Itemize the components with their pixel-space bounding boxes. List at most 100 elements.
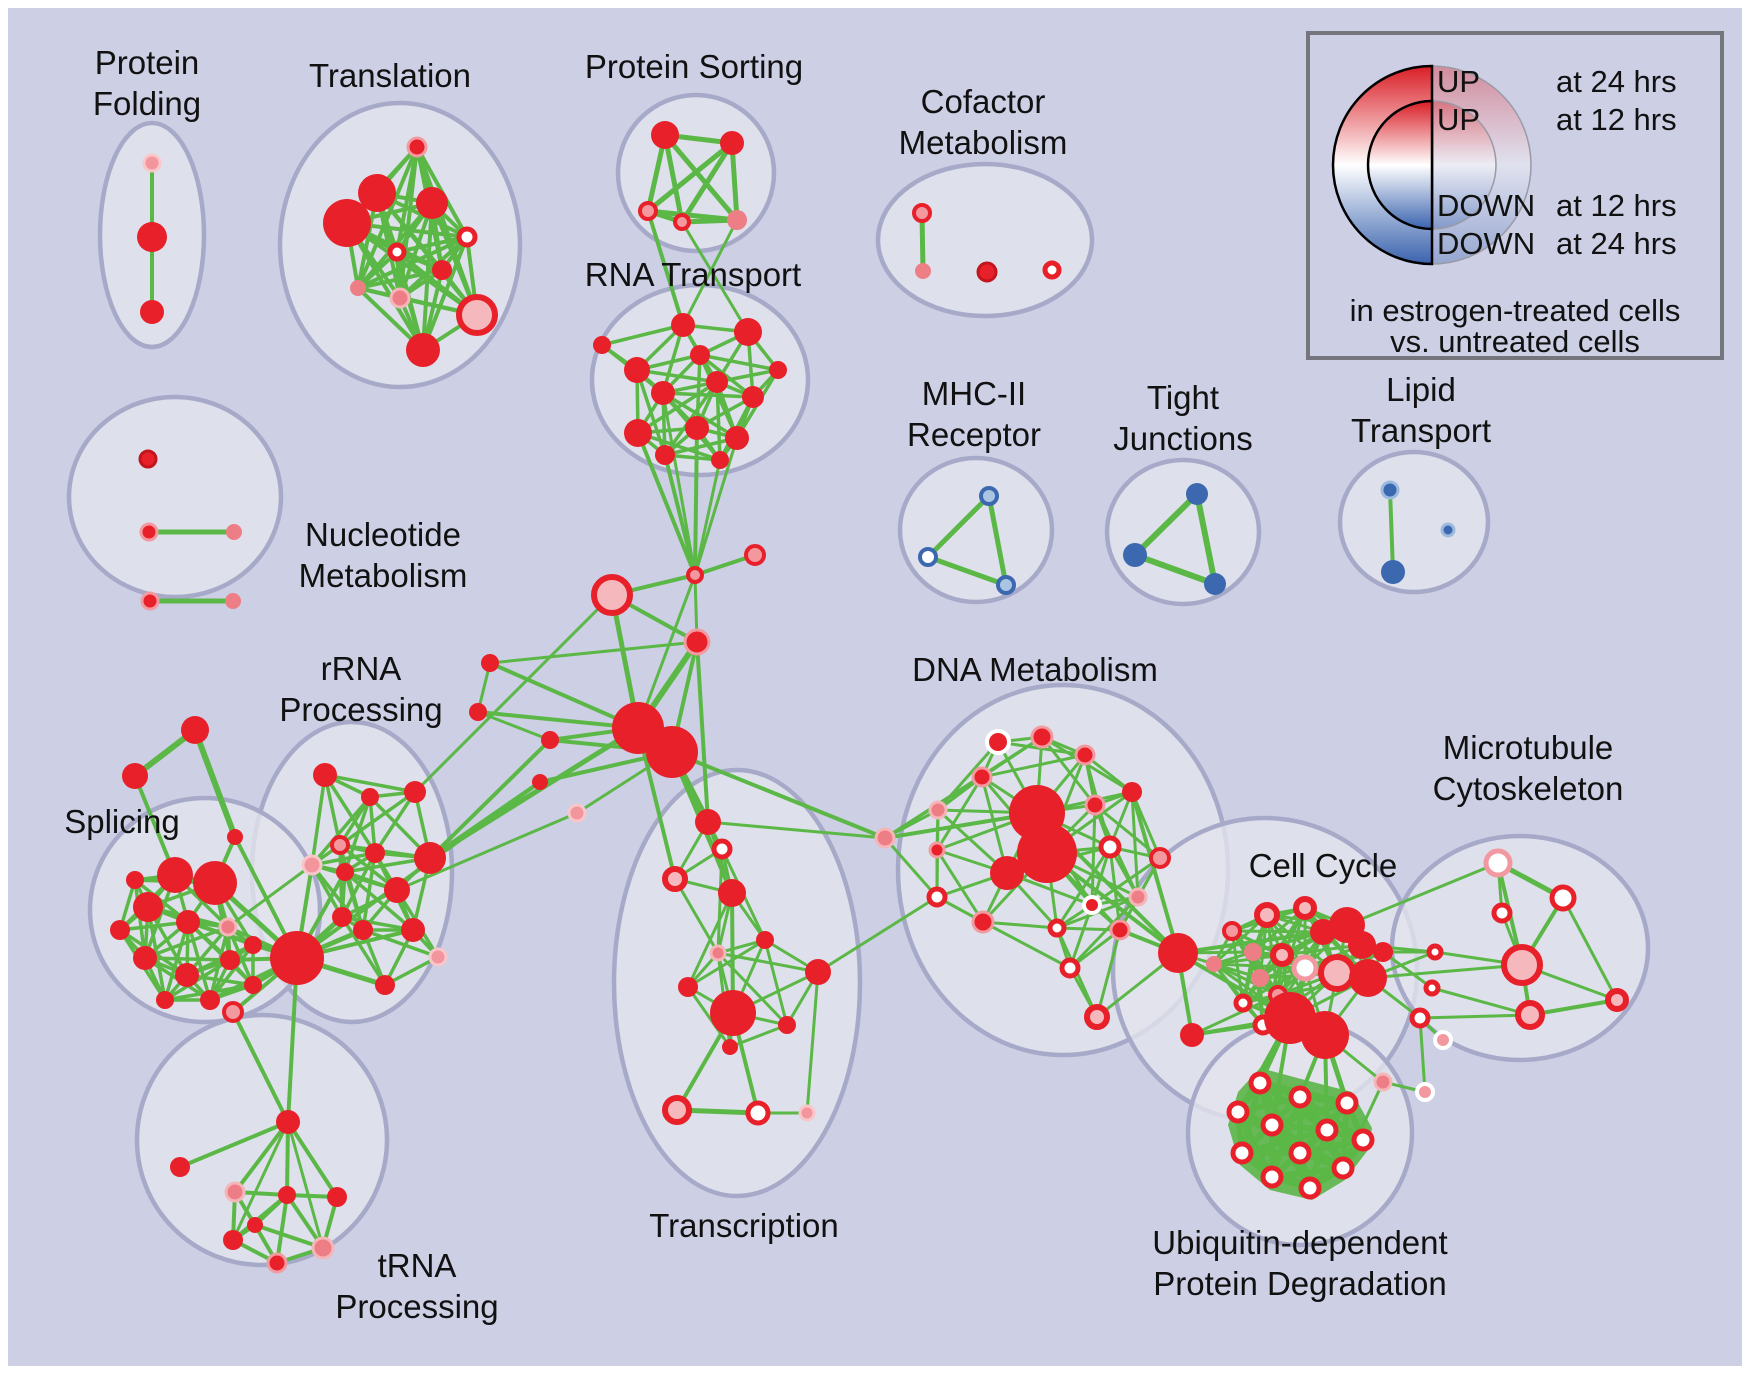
network-node <box>140 591 160 611</box>
network-node <box>918 547 938 567</box>
network-edge <box>1132 552 1218 587</box>
network-node <box>350 280 366 296</box>
network-edge <box>285 1120 290 1197</box>
network-node <box>1047 918 1067 938</box>
network-node <box>1158 933 1198 973</box>
network-node <box>1501 944 1543 986</box>
network-edge <box>231 1120 290 1242</box>
network-node <box>1605 988 1629 1012</box>
network-edge <box>1040 735 1097 807</box>
network-node <box>353 920 373 940</box>
legend-icon-inner-left-half <box>1366 99 1434 231</box>
network-edge <box>488 661 640 730</box>
network-node <box>1260 1165 1284 1189</box>
legend-note-line: in estrogen-treated cells <box>1350 293 1681 328</box>
network-edge <box>1130 790 1180 955</box>
network-edge <box>253 1223 325 1250</box>
network-node <box>1433 1030 1453 1050</box>
network-node <box>244 976 262 994</box>
network-edge <box>661 391 697 577</box>
network-edge <box>1230 929 1280 997</box>
legend-layer: UP at 24 hrs UP at 12 hrs DOWN at 12 hrs DOWN a… <box>1306 31 1724 360</box>
network-node <box>778 1016 796 1034</box>
network-node <box>1426 943 1444 961</box>
network-node <box>1415 1082 1435 1102</box>
network-edge <box>981 920 1072 970</box>
network-node <box>404 781 426 803</box>
network-edge <box>356 268 444 290</box>
network-node <box>313 763 337 787</box>
network-node <box>327 1187 347 1207</box>
network-node <box>1373 942 1393 962</box>
network-node <box>1017 823 1077 883</box>
cluster-label-mhc-ii-receptor: MHC-II Receptor <box>907 375 1041 453</box>
network-edge <box>421 235 469 352</box>
network-edge <box>693 426 699 577</box>
network-node <box>414 842 446 874</box>
cluster-label-line: Lipid <box>1386 371 1456 408</box>
cluster-label-translation: Translation <box>309 57 471 94</box>
legend-time-label: at 24 hrs <box>1556 226 1677 261</box>
network-node <box>389 287 411 309</box>
network-node <box>469 703 487 721</box>
network-node <box>1222 921 1242 941</box>
cluster-label-line: Nucleotide <box>305 516 461 553</box>
network-node <box>718 879 746 907</box>
network-edge <box>715 380 722 462</box>
cluster-label-line: DNA Metabolism <box>912 651 1158 688</box>
network-node <box>651 381 675 405</box>
network-node <box>142 153 162 173</box>
cluster-ellipse-mhc-ii-receptor <box>897 455 1055 605</box>
network-edge <box>395 235 469 254</box>
network-node <box>137 222 167 252</box>
network-node <box>805 959 831 985</box>
network-node <box>651 121 679 149</box>
network-node <box>1515 1000 1545 1030</box>
network-node <box>1423 979 1441 997</box>
network-node <box>1301 1011 1349 1059</box>
network-node <box>110 920 130 940</box>
network-edge <box>698 353 755 399</box>
network-node <box>990 856 1024 890</box>
cluster-ellipse-cofactor-metabolism <box>875 161 1095 319</box>
network-node <box>200 990 220 1010</box>
network-node <box>1331 1156 1355 1180</box>
legend-direction-label: UP <box>1437 64 1480 99</box>
network-node <box>140 300 164 324</box>
network-node <box>695 809 721 835</box>
network-node <box>662 1095 692 1125</box>
cluster-label-line: Cytoskeleton <box>1433 770 1624 807</box>
network-edge <box>1269 1165 1346 1180</box>
network-edge <box>192 727 238 840</box>
network-edge <box>935 848 985 924</box>
network-node <box>387 242 407 262</box>
network-node <box>1288 1141 1312 1165</box>
network-edge <box>883 735 1044 840</box>
network-edge <box>286 1120 339 1199</box>
cluster-ellipse-tight-junctions <box>1104 457 1262 607</box>
cluster-label-rna-transport: RNA Transport <box>585 256 801 293</box>
network-node <box>156 991 174 1009</box>
network-node <box>1270 943 1294 967</box>
network-node <box>673 213 691 231</box>
cluster-label-line: Translation <box>309 57 471 94</box>
network-node <box>406 136 428 158</box>
network-node <box>225 593 241 609</box>
network-node <box>671 313 695 337</box>
network-node <box>1373 1072 1393 1092</box>
cluster-label-line: RNA Transport <box>585 256 801 293</box>
network-node <box>432 260 452 280</box>
network-node <box>711 451 729 469</box>
cluster-label-line: Metabolism <box>899 124 1068 161</box>
network-node <box>375 975 395 995</box>
network-edge <box>1194 491 1218 587</box>
network-edge <box>1561 896 1619 1002</box>
network-node <box>1122 782 1142 802</box>
network-node <box>1074 744 1096 766</box>
network-node <box>222 1001 244 1023</box>
network-edge <box>662 132 740 223</box>
network-node <box>655 445 675 465</box>
network-node <box>1298 1176 1322 1200</box>
network-node <box>247 1217 263 1233</box>
cluster-label-line: MHC-II <box>922 375 1026 412</box>
